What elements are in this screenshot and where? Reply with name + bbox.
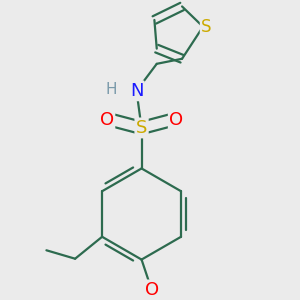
Text: O: O [100,110,114,128]
Text: S: S [136,119,147,137]
Text: H: H [105,82,117,97]
Text: O: O [145,281,159,299]
Text: O: O [169,110,183,128]
Text: S: S [201,18,211,36]
Text: N: N [130,82,143,100]
